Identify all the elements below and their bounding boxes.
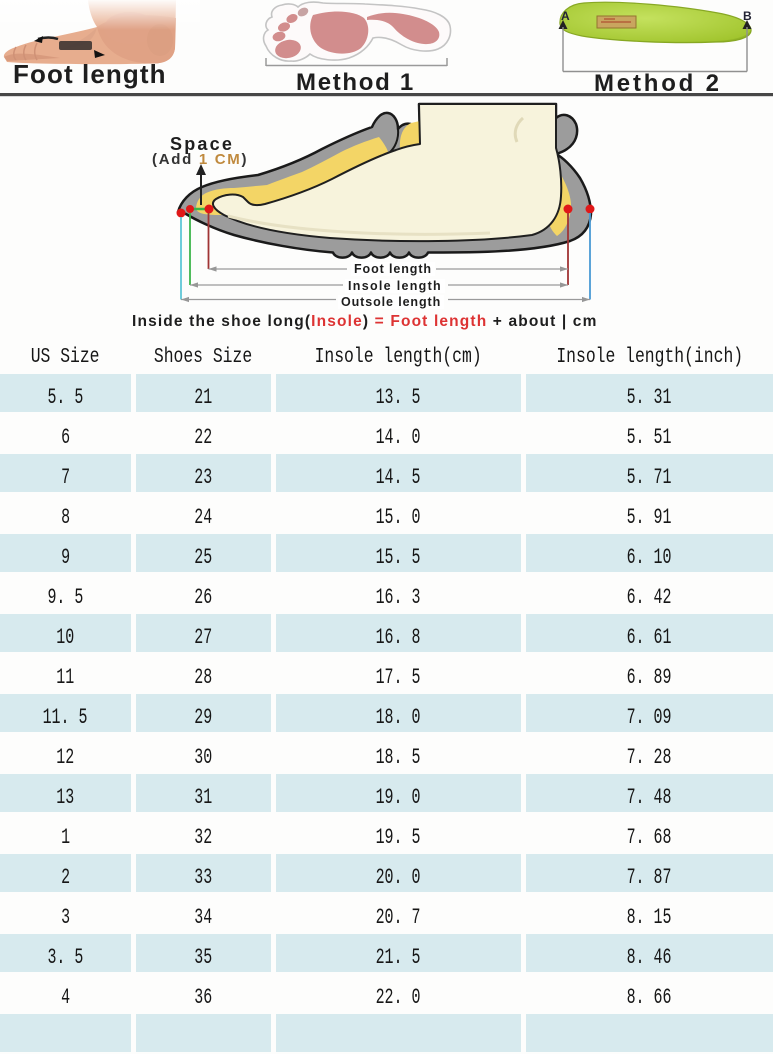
svg-text:B: B [743,9,752,23]
svg-text:A: A [561,9,570,23]
